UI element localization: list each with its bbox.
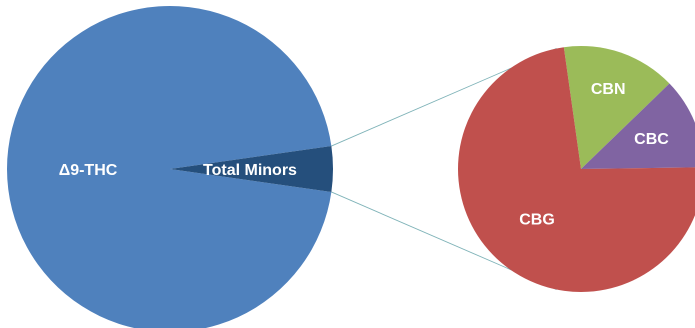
- pie-slice-cbc: [581, 83, 695, 169]
- label-total-minors: Total Minors: [203, 162, 297, 179]
- label-cbn: CBN: [591, 81, 626, 98]
- pie-slice-cbn: [563, 45, 670, 169]
- label-delta9-thc: Δ9-THC: [59, 162, 118, 179]
- pie-slice-9-thc: [6, 6, 332, 328]
- slice-labels: Δ9-THC Total Minors CBN CBC CBG: [59, 81, 670, 229]
- pie-slice-cbg: [458, 47, 695, 292]
- label-cbg: CBG: [519, 212, 555, 229]
- secondary-pie: [458, 45, 695, 292]
- main-pie: [6, 6, 333, 328]
- label-cbc: CBC: [634, 131, 669, 148]
- pie-slice-total-minors: [170, 146, 333, 192]
